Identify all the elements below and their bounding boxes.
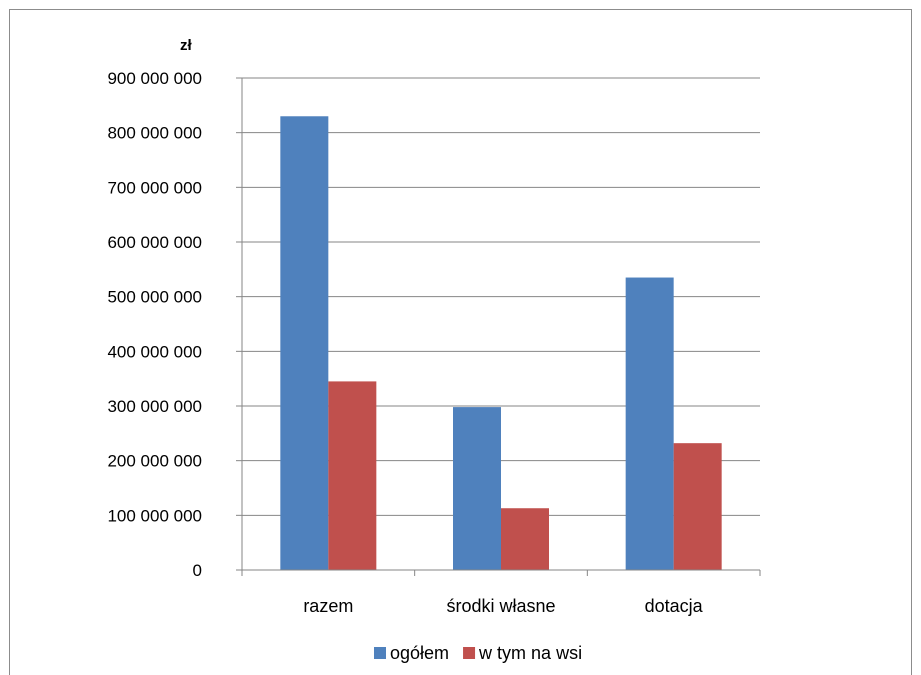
y-tick-label: 200 000 000 [107,452,202,471]
legend-label: w tym na wsi [478,643,582,663]
legend-label: ogółem [390,643,449,663]
bars [280,116,722,571]
y-tick-label: 400 000 000 [107,342,202,361]
bar-2-1 [673,443,722,570]
legend-swatch [463,647,476,659]
legend-swatch [374,647,386,659]
category-label: dotacja [645,596,704,616]
y-tick-label: 500 000 000 [107,288,202,307]
bar-0-0 [280,116,329,571]
category-label: środki własne [446,596,555,616]
category-label: razem [303,596,353,616]
y-tick-label: 700 000 000 [107,178,202,197]
y-tick-label: 100 000 000 [107,506,202,525]
y-tick-label: 600 000 000 [107,233,202,252]
y-tick-label: 300 000 000 [107,397,202,416]
y-tick-label: 900 000 000 [107,69,202,88]
y-tick-label: 0 [193,561,202,580]
y-axis-unit-label: zł [180,37,193,54]
bar-1-1 [501,508,549,570]
x-axis-category-labels: razem środki własne dotacja [303,596,703,616]
bar-1-0 [453,407,501,570]
legend: ogółem w tym na wsi [374,643,582,663]
y-tick-label: 800 000 000 [107,124,202,143]
x-axis [236,77,761,576]
y-axis-tick-labels: 0 100 000 000 200 000 000 300 000 000 400 00… [107,69,202,580]
bar-2-0 [625,277,674,570]
bar-0-1 [328,381,377,570]
